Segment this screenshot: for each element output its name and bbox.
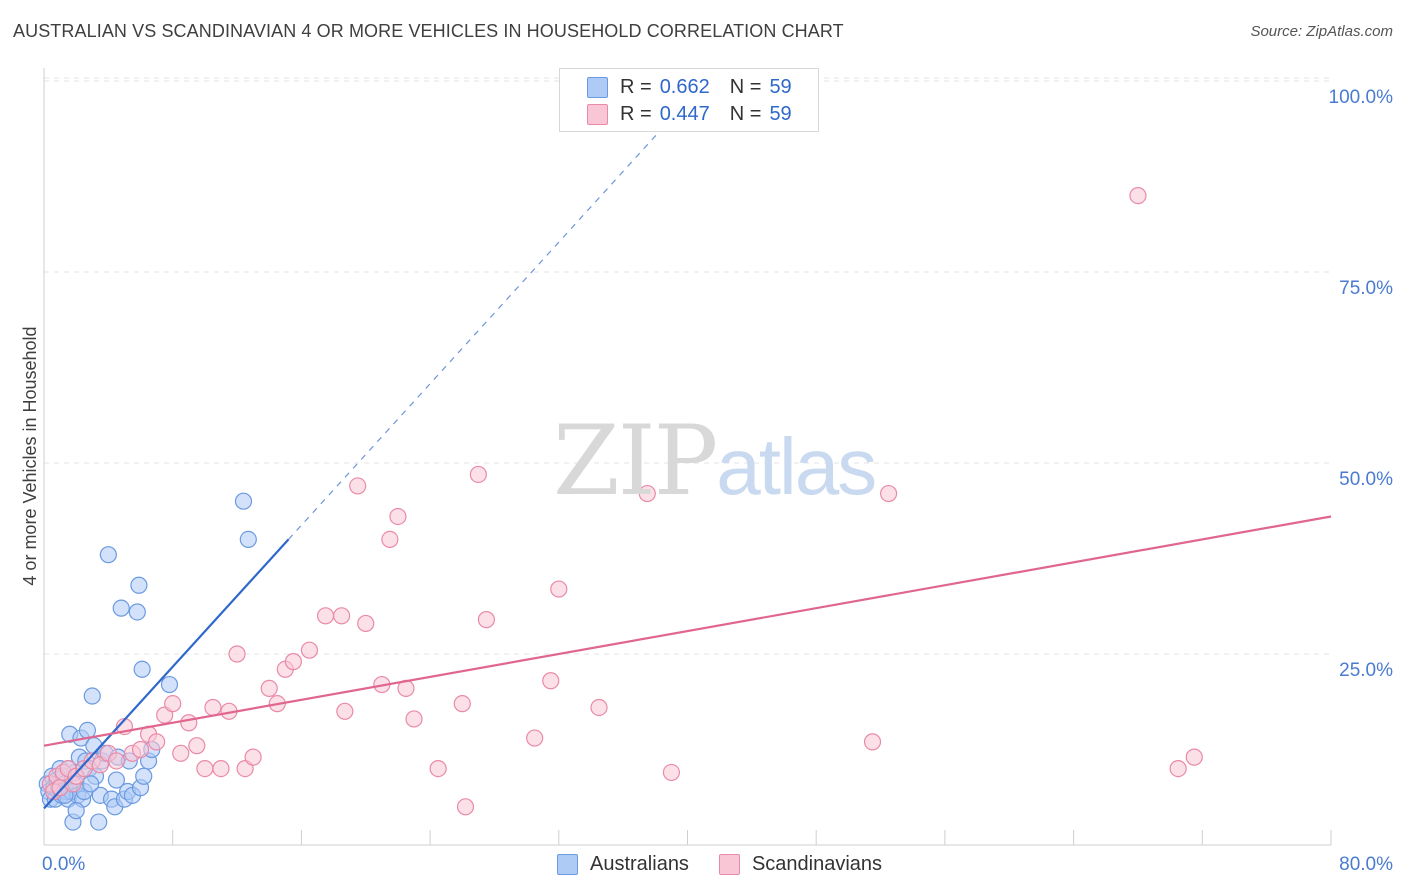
y-tick-label-75: 75.0% xyxy=(1339,278,1393,299)
scandinavians-point[interactable] xyxy=(879,484,898,503)
scandinavians-point[interactable] xyxy=(1169,759,1187,778)
australians-point[interactable] xyxy=(82,775,100,793)
australians-point[interactable] xyxy=(90,813,108,831)
scandinavians-point[interactable] xyxy=(336,702,354,720)
scandinavians-point[interactable] xyxy=(590,698,608,717)
scandinavians-point[interactable] xyxy=(316,607,335,625)
scandinavians-point[interactable] xyxy=(172,744,190,762)
scandinavians-point[interactable] xyxy=(284,653,302,671)
scandinavians-point[interactable] xyxy=(1185,748,1203,766)
scandinavians-point[interactable] xyxy=(164,695,182,713)
y-tick-label-25: 25.0% xyxy=(1339,660,1393,681)
y-axis-label: 4 or more Vehicles in Household xyxy=(20,326,40,585)
scandinavians-point[interactable] xyxy=(469,465,487,484)
scandinavians-trend-line xyxy=(43,515,1332,747)
correlation-legend: R = 0.662 N = 59 R = 0.447 N = 59 xyxy=(559,68,819,132)
australians-point[interactable] xyxy=(234,492,253,510)
trend-lines xyxy=(43,100,1332,810)
chart-title: AUSTRALIAN VS SCANDINAVIAN 4 OR MORE VEH… xyxy=(13,21,844,41)
scandinavians-point[interactable] xyxy=(542,672,560,690)
legend-row-australians: R = 0.662 N = 59 xyxy=(587,75,792,99)
scandinavians-point[interactable] xyxy=(381,530,399,549)
australians-point[interactable] xyxy=(135,767,153,785)
scandinavians-point[interactable] xyxy=(357,614,375,633)
n-value-australians: 59 xyxy=(769,75,792,98)
scandinavians-point[interactable] xyxy=(228,645,246,663)
x-tick-label-min: 0.0% xyxy=(42,854,85,875)
scandinavians-point[interactable] xyxy=(389,507,407,526)
scandinavians-point[interactable] xyxy=(638,484,656,503)
scandinavians-point[interactable] xyxy=(456,798,475,816)
x-tick-label-max: 80.0% xyxy=(1339,854,1393,875)
legend-swatch-scandinavians xyxy=(718,854,740,875)
scandinavians-point[interactable] xyxy=(300,641,319,659)
scandinavians-point[interactable] xyxy=(107,752,125,770)
australians-point[interactable] xyxy=(83,687,101,705)
scandinavians-point[interactable] xyxy=(204,698,222,717)
scandinavians-point[interactable] xyxy=(863,733,882,751)
legend-swatch-blue xyxy=(587,76,608,98)
legend-label-australians: Australians xyxy=(590,853,689,875)
y-axis-tick-labels: 25.0% 50.0% 75.0% 100.0% xyxy=(1329,87,1394,681)
australians-point[interactable] xyxy=(112,599,130,617)
scandinavians-point[interactable] xyxy=(1129,187,1147,205)
australians-trend-line xyxy=(43,538,290,810)
source-credit: Source: ZipAtlas.com xyxy=(1250,23,1393,40)
scandinavians-point[interactable] xyxy=(180,714,198,732)
australians-point[interactable] xyxy=(67,802,85,820)
y-tick-label-100: 100.0% xyxy=(1329,87,1394,108)
data-points xyxy=(38,187,1203,831)
scandinavians-point[interactable] xyxy=(550,580,568,598)
scandinavians-point[interactable] xyxy=(148,733,166,751)
n-value-scandinavians: 59 xyxy=(769,102,792,125)
r-value-australians: 0.662 xyxy=(659,75,710,98)
scandinavians-point[interactable] xyxy=(212,759,230,778)
scandinavians-point[interactable] xyxy=(244,748,262,766)
scandinavians-point[interactable] xyxy=(453,695,471,713)
zipatlas-watermark: ZIPatlas xyxy=(553,405,877,517)
series-legend: Australians Scandinavians xyxy=(557,853,912,876)
scandinavians-point[interactable] xyxy=(526,729,544,747)
grid-lines xyxy=(44,77,1331,655)
scandinavians-point[interactable] xyxy=(131,740,150,759)
australians-point[interactable] xyxy=(160,675,179,694)
scandinavians-point[interactable] xyxy=(477,611,496,629)
y-tick-label-50: 50.0% xyxy=(1339,469,1393,490)
australians-point[interactable] xyxy=(239,530,257,549)
scandinavians-point[interactable] xyxy=(333,607,351,625)
australians-point[interactable] xyxy=(107,771,125,789)
legend-swatch-pink xyxy=(587,103,608,125)
scandinavians-point[interactable] xyxy=(662,763,681,782)
australians-point[interactable] xyxy=(99,546,117,564)
australians-trend-extension xyxy=(288,100,688,540)
australians-point[interactable] xyxy=(133,660,151,678)
scandinavians-point[interactable] xyxy=(429,759,447,778)
australians-point[interactable] xyxy=(130,576,148,594)
legend-item-australians[interactable]: Australians xyxy=(557,853,689,876)
legend-row-scandinavians: R = 0.447 N = 59 xyxy=(587,102,792,126)
x-axis-ticks xyxy=(172,830,1332,845)
scandinavians-point[interactable] xyxy=(196,759,214,778)
scandinavians-point[interactable] xyxy=(349,477,367,495)
scandinavians-point[interactable] xyxy=(260,679,278,697)
legend-label-scandinavians: Scandinavians xyxy=(751,853,883,875)
scandinavians-point[interactable] xyxy=(188,737,206,755)
australians-point[interactable] xyxy=(128,603,146,621)
legend-item-scandinavians[interactable]: Scandinavians xyxy=(718,853,883,876)
legend-swatch-australians xyxy=(557,854,578,875)
scandinavians-point[interactable] xyxy=(405,710,423,728)
r-value-scandinavians: 0.447 xyxy=(659,102,710,125)
